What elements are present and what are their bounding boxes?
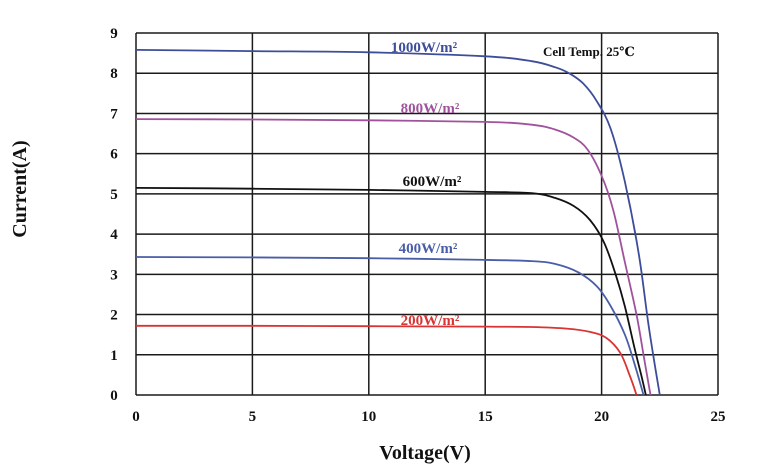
series-line-200w-m: [135, 324, 638, 396]
series-line-400w-m: [135, 256, 645, 396]
series-label: 800W/m²: [401, 101, 460, 117]
y-tick-label: 7: [110, 106, 118, 122]
x-tick-label: 20: [594, 409, 609, 425]
y-tick-label: 4: [110, 227, 118, 243]
y-tick-label: 0: [110, 388, 118, 404]
y-tick-label: 3: [110, 267, 118, 283]
x-tick-label: 5: [249, 409, 257, 425]
y-tick-label: 1: [110, 348, 118, 364]
series-line-800w-m: [135, 118, 652, 396]
grid: [135, 32, 719, 396]
x-tick-label: 15: [478, 409, 493, 425]
y-tick-label: 2: [110, 308, 118, 324]
series-label: 400W/m²: [399, 241, 458, 257]
x-tick-label: 25: [711, 409, 726, 425]
tick-labels: 0 5 10 15 20 25 0 1 2 3 4 5 6 7 8 9: [110, 26, 725, 425]
series-line-600w-m: [135, 187, 647, 396]
x-tick-label: 0: [132, 409, 140, 425]
y-axis-title: Current(A): [9, 140, 31, 237]
series-label: 1000W/m²: [391, 40, 458, 56]
y-tick-label: 9: [110, 26, 118, 42]
series-labels: 1000W/m² 800W/m² 600W/m² 400W/m² 200W/m²: [391, 40, 462, 329]
series-label: 200W/m²: [401, 313, 460, 329]
cell-temp-annotation: Cell Temp. 25℃: [543, 44, 635, 59]
x-axis-title: Voltage(V): [379, 442, 470, 464]
y-tick-label: 6: [110, 147, 118, 163]
series-line-1000w-m: [135, 49, 661, 396]
series-layer: [135, 49, 661, 396]
y-tick-label: 8: [110, 66, 118, 82]
x-tick-label: 10: [361, 409, 376, 425]
series-label: 600W/m²: [403, 174, 462, 190]
y-tick-label: 5: [110, 187, 118, 203]
